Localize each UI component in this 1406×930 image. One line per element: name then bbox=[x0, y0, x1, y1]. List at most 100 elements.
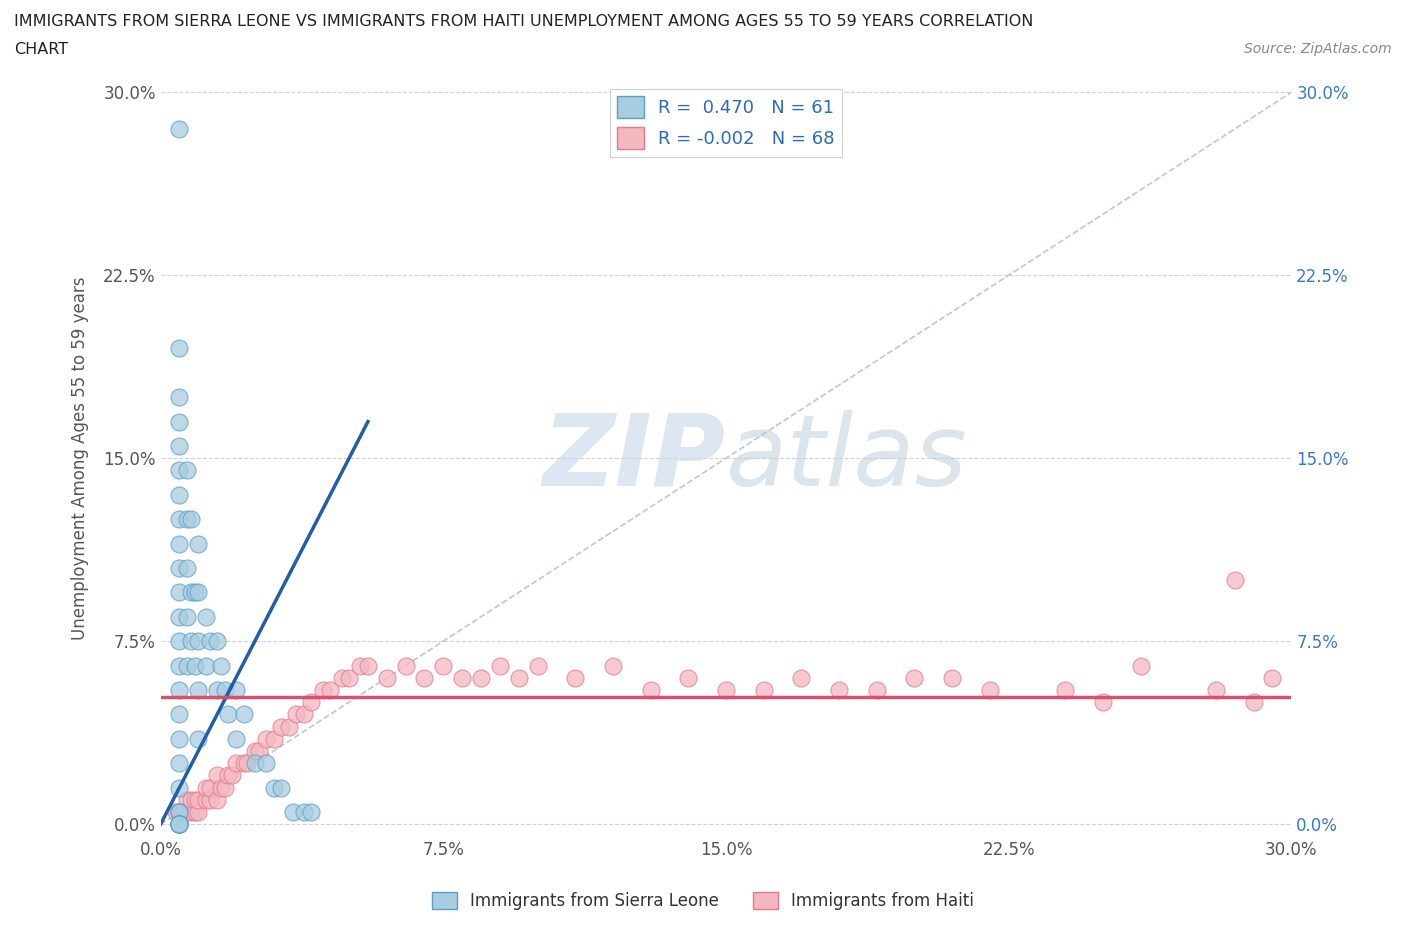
Point bbox=[187, 792, 209, 807]
Point bbox=[357, 658, 380, 673]
Point bbox=[198, 780, 221, 795]
Point bbox=[236, 756, 259, 771]
Point bbox=[678, 671, 700, 685]
Point bbox=[169, 463, 191, 478]
Point bbox=[169, 585, 191, 600]
Point bbox=[1243, 695, 1265, 710]
Point bbox=[169, 512, 191, 526]
Point bbox=[169, 537, 191, 551]
Point bbox=[225, 756, 247, 771]
Point bbox=[866, 683, 889, 698]
Point bbox=[169, 683, 191, 698]
Point bbox=[176, 463, 198, 478]
Point bbox=[169, 633, 191, 648]
Point bbox=[508, 671, 530, 685]
Legend: R =  0.470   N = 61, R = -0.002   N = 68: R = 0.470 N = 61, R = -0.002 N = 68 bbox=[610, 89, 842, 156]
Point bbox=[169, 804, 191, 819]
Point bbox=[292, 804, 315, 819]
Point bbox=[1261, 671, 1284, 685]
Text: IMMIGRANTS FROM SIERRA LEONE VS IMMIGRANTS FROM HAITI UNEMPLOYMENT AMONG AGES 55: IMMIGRANTS FROM SIERRA LEONE VS IMMIGRAN… bbox=[14, 14, 1033, 29]
Point bbox=[221, 768, 243, 783]
Point bbox=[232, 756, 254, 771]
Point bbox=[903, 671, 925, 685]
Point bbox=[187, 633, 209, 648]
Point bbox=[169, 756, 191, 771]
Text: atlas: atlas bbox=[725, 410, 967, 507]
Point bbox=[176, 609, 198, 624]
Point bbox=[413, 671, 436, 685]
Point bbox=[1129, 658, 1152, 673]
Point bbox=[169, 390, 191, 405]
Point bbox=[169, 817, 191, 831]
Point bbox=[176, 658, 198, 673]
Point bbox=[169, 122, 191, 137]
Point bbox=[187, 731, 209, 746]
Point bbox=[169, 609, 191, 624]
Point bbox=[169, 414, 191, 429]
Point bbox=[243, 743, 266, 758]
Point bbox=[285, 707, 308, 722]
Point bbox=[169, 817, 191, 831]
Point bbox=[375, 671, 398, 685]
Point bbox=[1054, 683, 1077, 698]
Point bbox=[254, 756, 277, 771]
Point bbox=[180, 792, 202, 807]
Point bbox=[602, 658, 624, 673]
Point bbox=[169, 804, 191, 819]
Point bbox=[205, 683, 228, 698]
Point bbox=[470, 671, 492, 685]
Point bbox=[941, 671, 963, 685]
Point bbox=[183, 658, 205, 673]
Point bbox=[169, 817, 191, 831]
Point bbox=[232, 707, 254, 722]
Text: Source: ZipAtlas.com: Source: ZipAtlas.com bbox=[1244, 42, 1392, 56]
Point bbox=[394, 658, 416, 673]
Point bbox=[330, 671, 353, 685]
Point bbox=[205, 792, 228, 807]
Point bbox=[1223, 573, 1246, 588]
Point bbox=[180, 512, 202, 526]
Point bbox=[169, 804, 191, 819]
Point bbox=[263, 731, 285, 746]
Point bbox=[292, 707, 315, 722]
Point bbox=[299, 804, 322, 819]
Legend: Immigrants from Sierra Leone, Immigrants from Haiti: Immigrants from Sierra Leone, Immigrants… bbox=[426, 885, 980, 917]
Point bbox=[451, 671, 474, 685]
Point bbox=[1091, 695, 1114, 710]
Point bbox=[180, 585, 202, 600]
Point bbox=[169, 341, 191, 356]
Point bbox=[194, 780, 217, 795]
Point bbox=[277, 719, 299, 734]
Point bbox=[183, 585, 205, 600]
Point bbox=[243, 756, 266, 771]
Point bbox=[176, 804, 198, 819]
Point bbox=[247, 743, 270, 758]
Point bbox=[225, 683, 247, 698]
Point bbox=[209, 658, 232, 673]
Point bbox=[1205, 683, 1227, 698]
Point bbox=[165, 804, 187, 819]
Point bbox=[187, 683, 209, 698]
Point bbox=[979, 683, 1001, 698]
Point bbox=[176, 792, 198, 807]
Point bbox=[180, 804, 202, 819]
Text: CHART: CHART bbox=[14, 42, 67, 57]
Point bbox=[828, 683, 851, 698]
Point bbox=[263, 780, 285, 795]
Point bbox=[169, 780, 191, 795]
Y-axis label: Unemployment Among Ages 55 to 59 years: Unemployment Among Ages 55 to 59 years bbox=[72, 276, 89, 640]
Point bbox=[169, 439, 191, 454]
Point bbox=[337, 671, 360, 685]
Point bbox=[217, 707, 239, 722]
Point bbox=[176, 512, 198, 526]
Point bbox=[432, 658, 454, 673]
Point bbox=[488, 658, 510, 673]
Point bbox=[198, 792, 221, 807]
Point bbox=[187, 585, 209, 600]
Point bbox=[194, 609, 217, 624]
Point bbox=[526, 658, 548, 673]
Point bbox=[194, 792, 217, 807]
Point bbox=[187, 537, 209, 551]
Point bbox=[183, 792, 205, 807]
Point bbox=[172, 804, 194, 819]
